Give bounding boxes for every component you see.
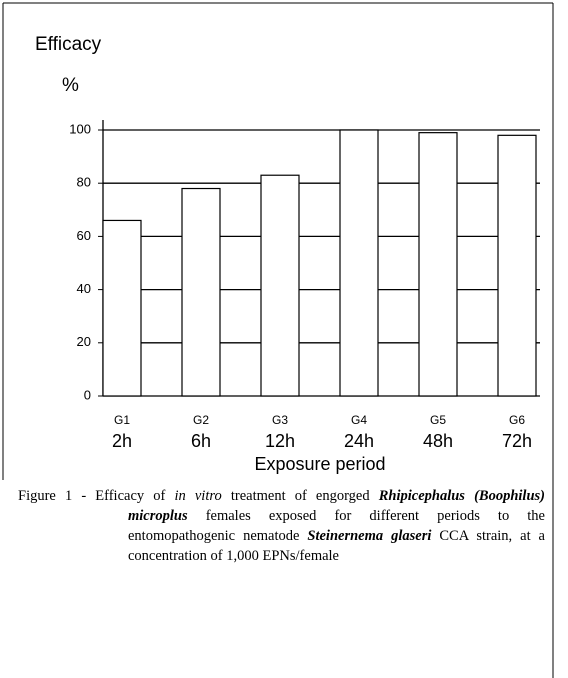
x-tick-label: G4	[351, 413, 367, 427]
x-tick-label: G5	[430, 413, 446, 427]
caption-text: Rhipicephalus (Boophilus) microplus	[128, 488, 545, 524]
y-tick-label: 80	[77, 175, 91, 190]
y-tick-label: 60	[77, 228, 91, 243]
caption-text: in vitro	[174, 488, 222, 504]
caption-text: Figure 1 - Efficacy of	[18, 488, 175, 504]
caption-text: females exposed for different periods to…	[128, 508, 545, 544]
caption: Figure 1 - Efficacy of in vitro treatmen…	[18, 486, 545, 566]
caption-text: treatment of engorged	[221, 488, 379, 504]
y-unit: %	[62, 75, 79, 96]
x-sub-label: 24h	[344, 431, 374, 451]
bar	[181, 187, 221, 397]
x-sub-label: 48h	[423, 431, 453, 451]
y-tick-label: 40	[77, 281, 91, 296]
x-tick-label: G2	[193, 413, 209, 427]
y-tick-label: 100	[69, 121, 91, 136]
chart-title: Efficacy	[35, 34, 102, 55]
x-tick-label: G3	[272, 413, 288, 427]
caption-text: Steinernema glaseri	[307, 528, 432, 544]
x-tick-label: G1	[114, 413, 130, 427]
bar	[497, 134, 537, 397]
x-sub-label: 6h	[191, 431, 211, 451]
x-sub-label: 12h	[265, 431, 295, 451]
bar	[102, 219, 142, 397]
bar	[260, 174, 300, 397]
x-sub-label: 2h	[112, 431, 132, 451]
x-sub-label: 72h	[502, 431, 532, 451]
y-tick-label: 0	[84, 387, 91, 402]
x-tick-label: G6	[509, 413, 525, 427]
bar	[418, 132, 458, 397]
caption-text: CCA strain, at a concentration of 1,000 …	[128, 528, 545, 564]
bar	[339, 129, 379, 397]
y-tick-label: 20	[77, 334, 91, 349]
x-axis-label: Exposure period	[254, 454, 385, 474]
